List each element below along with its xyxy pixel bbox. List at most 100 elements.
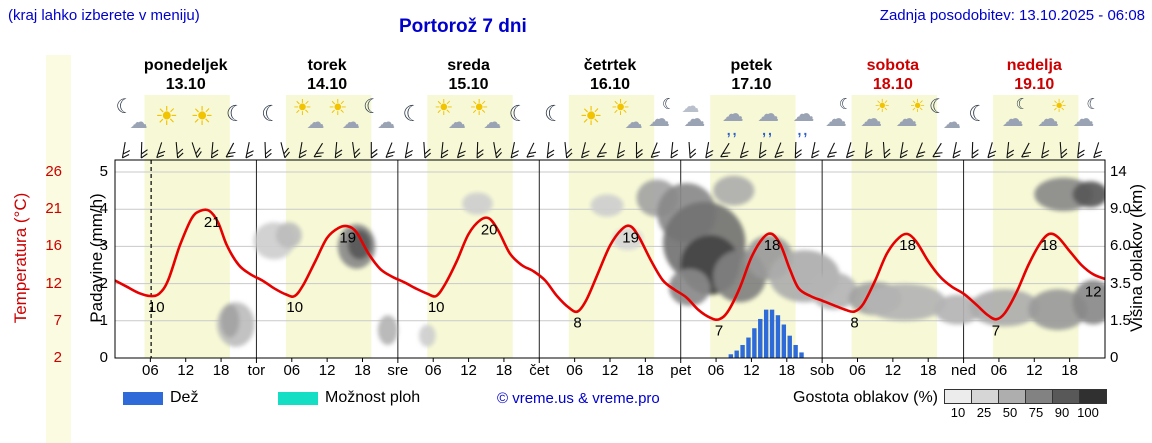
cloud-height-tick: 3.5 (1110, 274, 1131, 292)
cloud-blob (590, 194, 624, 217)
sun-glyph: ☀ (292, 95, 313, 120)
hour-label: 18 (637, 362, 654, 379)
day-abbr-label: sre (387, 362, 409, 379)
moon-glyph: ☾ (662, 96, 676, 113)
wind-barb-icon (774, 142, 784, 158)
day-abbr-label: ned (951, 362, 977, 379)
weather-icon-moon: ☾ (399, 97, 433, 137)
rain-bar (728, 354, 734, 358)
temp-extreme-label: 21 (204, 214, 221, 231)
day-date: 16.10 (589, 76, 631, 93)
moon-glyph: ☾ (543, 101, 564, 126)
hour-label: 06 (142, 362, 159, 379)
cloud-density-scale (944, 389, 1107, 404)
hour-label: 06 (990, 362, 1008, 379)
weather-icon-moon: ☾ (222, 97, 256, 137)
temp-extreme-label: 20 (481, 222, 498, 239)
hour-label: 06 (849, 362, 866, 379)
cloud-density-cell (1079, 389, 1107, 404)
day-abbr-label: čet (529, 362, 550, 379)
temperature-extreme-labels: 10 21 10 19 10 20 8 19 7 18 8 18 7 18 12 (148, 214, 1102, 340)
left-highlight-strip (46, 55, 71, 443)
weather-icon-cloud-moon: ☾ ☁ (1070, 97, 1104, 137)
wind-barb-icon (493, 142, 503, 159)
temp-extreme-label: 8 (573, 315, 581, 332)
cloud-blob (377, 315, 398, 345)
cloud-density-cell (971, 389, 999, 404)
copyright-link[interactable]: © vreme.us & vreme.pro (497, 390, 660, 407)
wind-barb-icon (1021, 142, 1032, 158)
showers-legend-swatch (278, 392, 318, 405)
wind-barb-icon (1006, 141, 1015, 159)
wind-barb-icon (688, 141, 697, 159)
temp-extreme-label: 18 (764, 237, 781, 254)
weather-icon-moon: ☾ (964, 97, 998, 137)
wind-barb-icon (987, 142, 997, 159)
day-header-sreda: sreda 15.10 (398, 56, 539, 94)
rain-bar (746, 337, 751, 358)
moon-glyph: ☾ (1086, 96, 1100, 113)
hour-label: 12 (177, 362, 195, 379)
weather-icon-rain: ☁,, (787, 97, 821, 138)
showers-legend-label: Možnost ploh (325, 389, 421, 406)
day-name: sobota (866, 57, 920, 74)
wind-barb-icon (1093, 142, 1103, 159)
cloud-height-tick: 14 (1110, 163, 1127, 180)
sun-glyph: ☀ (1050, 96, 1068, 116)
wind-barb-icon (313, 142, 324, 158)
wind-barb-icon (476, 141, 484, 159)
temperature-tick: 12 (45, 274, 62, 292)
sun-glyph: ☀ (155, 101, 179, 131)
raindrops-glyph: ,, (762, 122, 774, 138)
rain-bars (728, 309, 804, 358)
cloud-blob (969, 289, 1041, 327)
cloud-density-cell (998, 389, 1026, 404)
day-date: 17.10 (731, 76, 772, 93)
cloud-glyph: ☁ (447, 112, 466, 132)
hour-label: 06 (283, 362, 301, 379)
wind-barb-icon (423, 141, 431, 159)
cloud-density-tick: 75 (1028, 405, 1044, 420)
cloud-blob (462, 192, 493, 215)
weather-icon-cloud-sun: ☀ ☁ (894, 97, 928, 137)
wind-barb-icon (370, 142, 378, 159)
sun-glyph: ☀ (327, 95, 348, 120)
cloud-density-tick: 100 (1077, 405, 1099, 420)
moon-glyph: ☾ (1015, 96, 1030, 113)
precipitation-tick: 3 (99, 237, 108, 255)
moon-glyph: ☾ (363, 96, 382, 118)
hour-label: 18 (919, 362, 937, 379)
wind-barb-icon (915, 142, 926, 158)
raindrops-glyph: ,, (797, 122, 810, 138)
cloud-density-cell (1052, 389, 1080, 404)
temp-extreme-label: 18 (1041, 237, 1058, 254)
wind-barb-icon (650, 142, 661, 158)
cloud-height-tick: 0 (1110, 349, 1119, 366)
sun-glyph: ☀ (433, 95, 454, 120)
cloud-blob (713, 175, 755, 206)
rain-bar (775, 315, 781, 358)
moon-glyph: ☾ (115, 96, 134, 118)
hour-label: 18 (778, 362, 796, 379)
wind-barb-icon (225, 142, 236, 158)
cloud-glyph: ☁ (341, 112, 360, 132)
wind-barb-icon (899, 142, 908, 159)
temperature-tick: 2 (53, 349, 62, 366)
weather-icon-cloud-moon: ☾ ☁ (1000, 97, 1034, 137)
wind-barb-icon (526, 142, 537, 158)
cloud-blob (1072, 181, 1105, 208)
cloud-density-tick: 25 (976, 405, 992, 420)
sun-glyph: ☀ (190, 101, 214, 131)
hour-label: 12 (318, 362, 336, 379)
wind-barb-icon (440, 141, 449, 159)
precipitation-tick: 4 (99, 200, 108, 218)
temp-extreme-label: 10 (286, 299, 303, 316)
wind-barb-icon (581, 142, 590, 159)
wind-barb-icon (635, 142, 643, 159)
day-header-nedelja: nedelja 19.10 (964, 56, 1105, 94)
bottom-axis-ticks (149, 358, 1071, 363)
wind-barb-icon (280, 142, 290, 159)
temperature-curve (115, 208, 1105, 321)
cloud-density-tick: 10 (950, 405, 966, 420)
